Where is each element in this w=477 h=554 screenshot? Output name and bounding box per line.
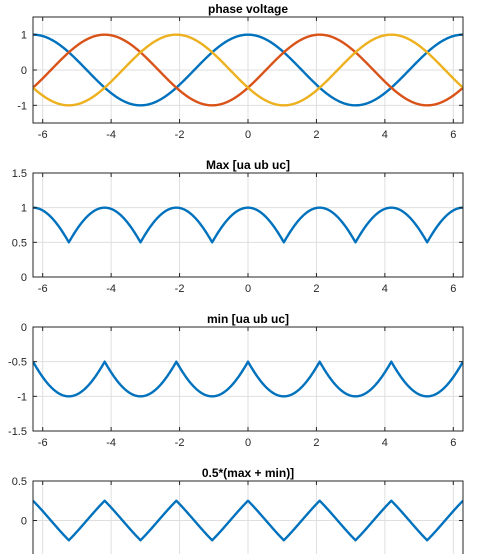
series-line-blue: [33, 360, 463, 398]
y-tick-label: 0: [21, 516, 27, 528]
subplot-title: 0.5*(max + min)]: [202, 466, 294, 480]
x-tick-label: 4: [382, 437, 388, 449]
y-tick-label: 0.5: [12, 476, 27, 488]
series-line-blue: [33, 499, 463, 542]
y-tick-label: -1: [17, 100, 27, 112]
y-tick-label: 0: [21, 272, 27, 284]
y-tick-label: 1: [21, 30, 27, 42]
x-tick-label: -4: [106, 437, 116, 449]
y-tick-label: -1: [17, 391, 27, 403]
series-line-yellow: [33, 33, 463, 107]
y-tick-label: 1.5: [12, 168, 27, 180]
x-tick-label: 4: [382, 129, 388, 141]
x-tick-label: 6: [450, 129, 456, 141]
subplot-title: phase voltage: [208, 2, 288, 16]
x-tick-label: 0: [245, 437, 251, 449]
x-tick-label: -4: [106, 283, 116, 295]
subplot-1: -6 -4 -2 0 2 4 6 -1 0 1 phase voltage: [17, 2, 464, 141]
series-line-blue: [33, 206, 463, 244]
y-tick-label: 0: [21, 65, 27, 77]
x-tick-label: 2: [313, 437, 319, 449]
y-tick-label: -1.5: [8, 426, 27, 438]
x-tick-label: 2: [313, 129, 319, 141]
x-tick-label: 2: [313, 283, 319, 295]
x-tick-label: 6: [450, 283, 456, 295]
subplot-3: -6 -4 -2 0 2 4 6 -1.5 -1 -0.5 0 min [ua ub uc]: [8, 312, 464, 449]
y-tick-label: 0.5: [12, 237, 27, 249]
y-tick-label: 0: [21, 322, 27, 334]
x-tick-label: -6: [38, 437, 48, 449]
x-tick-label: -2: [175, 437, 185, 449]
x-tick-label: 0: [245, 129, 251, 141]
x-tick-label: -2: [175, 283, 185, 295]
x-tick-label: 0: [245, 283, 251, 295]
x-tick-label: 6: [450, 437, 456, 449]
subplot-2: -6 -4 -2 0 2 4 6 0 0.5 1 1.5 Max [ua ub uc]: [12, 158, 464, 295]
x-tick-label: 4: [382, 283, 388, 295]
x-tick-label: -4: [106, 129, 116, 141]
subplot-4: 0 0.5 0.5*(max + min)]: [12, 466, 464, 554]
subplot-title: Max [ua ub uc]: [206, 158, 290, 172]
x-tick-label: -6: [38, 129, 48, 141]
y-tick-label: 1: [21, 203, 27, 215]
x-tick-label: -2: [175, 129, 185, 141]
y-tick-label: -0.5: [8, 357, 27, 369]
subplot-title: min [ua ub uc]: [207, 312, 289, 326]
x-tick-label: -6: [38, 283, 48, 295]
